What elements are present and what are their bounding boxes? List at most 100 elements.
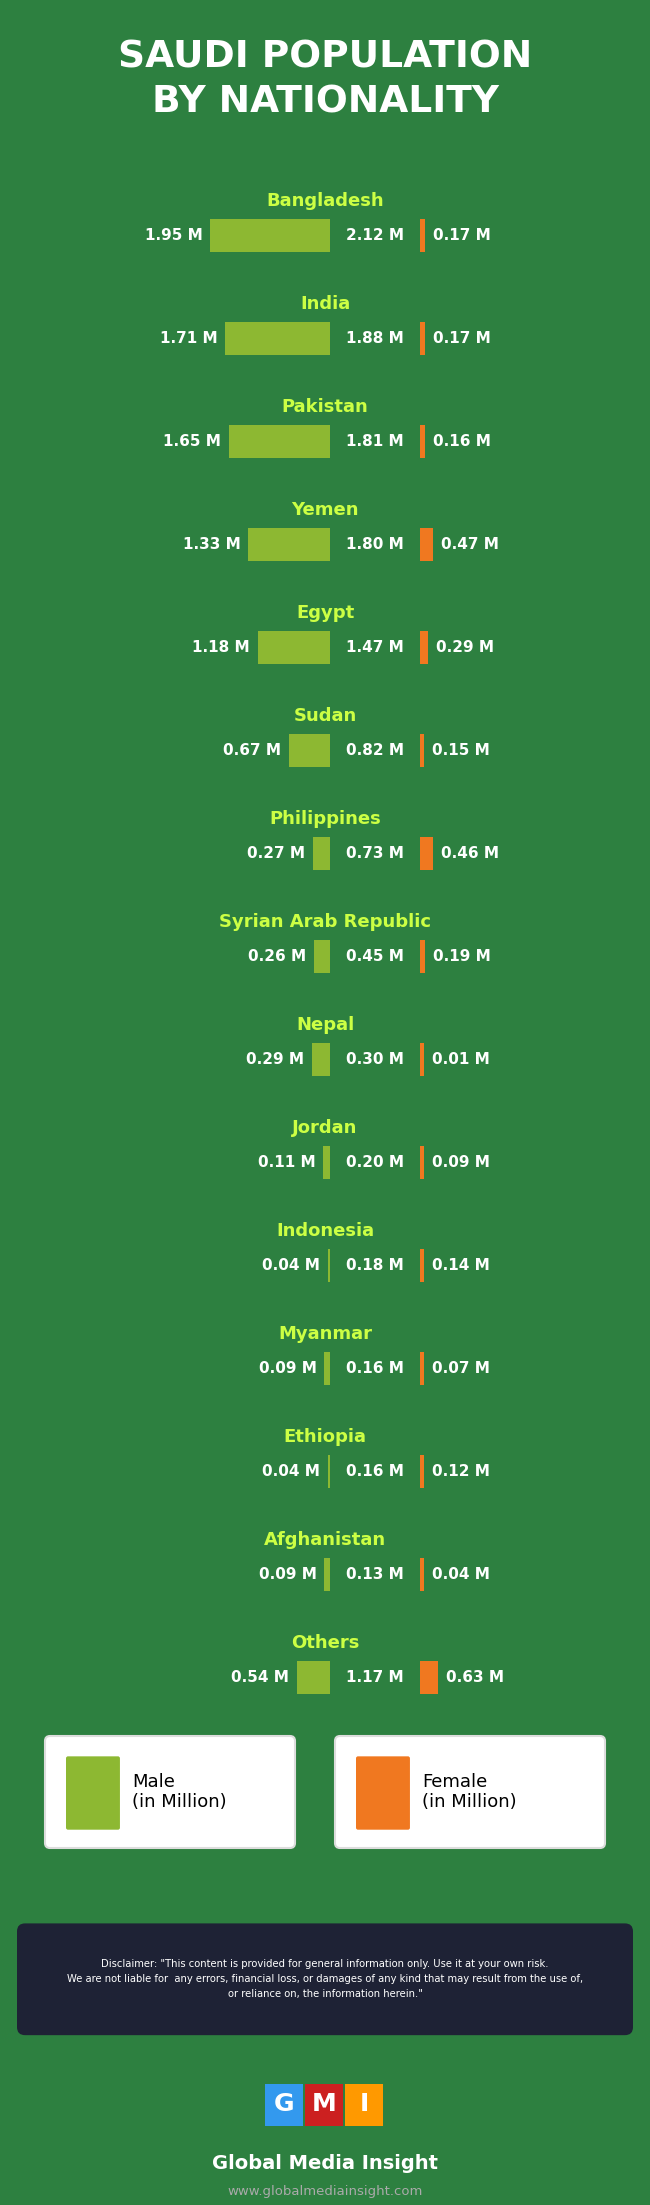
Bar	[420, 218, 425, 251]
Text: 0.54 M: 0.54 M	[231, 1669, 289, 1685]
Text: 1.33 M: 1.33 M	[183, 538, 240, 551]
Text: 0.15 M: 0.15 M	[432, 743, 490, 759]
FancyBboxPatch shape	[17, 1923, 633, 2035]
Bar	[328, 1250, 330, 1281]
Text: 0.13 M: 0.13 M	[346, 1568, 404, 1583]
Bar	[420, 426, 424, 459]
Text: 0.09 M: 0.09 M	[259, 1360, 317, 1376]
Bar	[420, 1043, 424, 1076]
Text: M: M	[311, 2093, 337, 2117]
Text: 0.19 M: 0.19 M	[434, 948, 491, 964]
Text: G: G	[274, 2093, 294, 2117]
Bar	[248, 529, 330, 560]
Text: Egypt: Egypt	[296, 604, 354, 622]
Bar	[420, 1660, 438, 1693]
Text: 1.88 M: 1.88 M	[346, 331, 404, 346]
Text: Yemen: Yemen	[291, 501, 359, 518]
Text: 0.46 M: 0.46 M	[441, 847, 499, 862]
Bar	[420, 1250, 424, 1281]
Text: 0.09 M: 0.09 M	[432, 1155, 490, 1171]
Text: Bangladesh: Bangladesh	[266, 192, 384, 209]
Text: 0.01 M: 0.01 M	[432, 1052, 489, 1067]
Text: Indonesia: Indonesia	[276, 1222, 374, 1239]
Text: 0.12 M: 0.12 M	[432, 1464, 490, 1480]
FancyBboxPatch shape	[356, 1757, 410, 1830]
Text: 0.09 M: 0.09 M	[259, 1568, 317, 1583]
Text: www.globalmediainsight.com: www.globalmediainsight.com	[227, 2185, 422, 2198]
Bar	[420, 1352, 424, 1385]
FancyBboxPatch shape	[66, 1757, 120, 1830]
Bar	[297, 1660, 330, 1693]
Text: 1.17 M: 1.17 M	[346, 1669, 404, 1685]
Text: 1.80 M: 1.80 M	[346, 538, 404, 551]
Text: 0.26 M: 0.26 M	[248, 948, 306, 964]
Text: 0.29 M: 0.29 M	[436, 639, 494, 655]
Bar	[324, 1352, 330, 1385]
Text: 0.67 M: 0.67 M	[223, 743, 281, 759]
Bar	[420, 1559, 424, 1592]
Text: Global Media Insight: Global Media Insight	[212, 2154, 438, 2174]
Bar	[313, 838, 330, 871]
Text: Afghanistan: Afghanistan	[264, 1530, 386, 1548]
Text: 0.27 M: 0.27 M	[248, 847, 306, 862]
Text: Ethiopia: Ethiopia	[283, 1427, 367, 1446]
Text: 0.82 M: 0.82 M	[346, 743, 404, 759]
Text: Syrian Arab Republic: Syrian Arab Republic	[219, 913, 431, 931]
Text: Nepal: Nepal	[296, 1017, 354, 1034]
Bar	[420, 1455, 424, 1488]
Text: 1.65 M: 1.65 M	[163, 434, 221, 450]
Bar	[289, 734, 330, 767]
Text: 0.11 M: 0.11 M	[257, 1155, 315, 1171]
Text: 0.04 M: 0.04 M	[432, 1568, 490, 1583]
Text: Myanmar: Myanmar	[278, 1325, 372, 1343]
Text: 1.95 M: 1.95 M	[145, 227, 202, 243]
Text: 0.18 M: 0.18 M	[346, 1259, 404, 1272]
Text: 0.16 M: 0.16 M	[432, 434, 490, 450]
Text: 0.45 M: 0.45 M	[346, 948, 404, 964]
Text: 0.04 M: 0.04 M	[262, 1464, 320, 1480]
FancyBboxPatch shape	[335, 1735, 605, 1848]
Text: Jordan: Jordan	[292, 1118, 358, 1136]
Text: 0.47 M: 0.47 M	[441, 538, 499, 551]
Bar	[328, 1455, 330, 1488]
Bar	[225, 322, 330, 355]
Bar	[324, 1559, 330, 1592]
Text: 0.16 M: 0.16 M	[346, 1360, 404, 1376]
Text: 0.17 M: 0.17 M	[433, 331, 491, 346]
Text: Philippines: Philippines	[269, 809, 381, 827]
Text: 0.16 M: 0.16 M	[346, 1464, 404, 1480]
FancyBboxPatch shape	[265, 2084, 303, 2126]
Text: India: India	[300, 295, 350, 313]
Bar	[420, 631, 428, 664]
Bar	[211, 218, 330, 251]
Bar	[257, 631, 330, 664]
Bar	[229, 426, 330, 459]
Text: 1.18 M: 1.18 M	[192, 639, 250, 655]
Text: I: I	[359, 2093, 369, 2117]
Text: 0.63 M: 0.63 M	[446, 1669, 504, 1685]
Text: Male
(in Million): Male (in Million)	[132, 1773, 227, 1810]
Text: 0.20 M: 0.20 M	[346, 1155, 404, 1171]
Text: 0.14 M: 0.14 M	[432, 1259, 489, 1272]
Text: 1.71 M: 1.71 M	[159, 331, 217, 346]
Bar	[312, 1043, 330, 1076]
Text: SAUDI POPULATION
BY NATIONALITY: SAUDI POPULATION BY NATIONALITY	[118, 40, 532, 121]
Text: 1.81 M: 1.81 M	[346, 434, 404, 450]
Text: 0.29 M: 0.29 M	[246, 1052, 304, 1067]
Text: Sudan: Sudan	[293, 706, 357, 725]
Bar	[323, 1147, 330, 1180]
Text: Pakistan: Pakistan	[281, 397, 369, 417]
Text: Female
(in Million): Female (in Million)	[422, 1773, 517, 1810]
Text: 0.30 M: 0.30 M	[346, 1052, 404, 1067]
Bar	[420, 838, 433, 871]
Text: 2.12 M: 2.12 M	[346, 227, 404, 243]
Bar	[314, 939, 330, 972]
Text: 1.47 M: 1.47 M	[346, 639, 404, 655]
Bar	[420, 322, 425, 355]
Bar	[420, 939, 425, 972]
Text: 0.07 M: 0.07 M	[432, 1360, 490, 1376]
FancyBboxPatch shape	[345, 2084, 383, 2126]
FancyBboxPatch shape	[305, 2084, 343, 2126]
Bar	[420, 529, 434, 560]
Text: 0.17 M: 0.17 M	[433, 227, 491, 243]
